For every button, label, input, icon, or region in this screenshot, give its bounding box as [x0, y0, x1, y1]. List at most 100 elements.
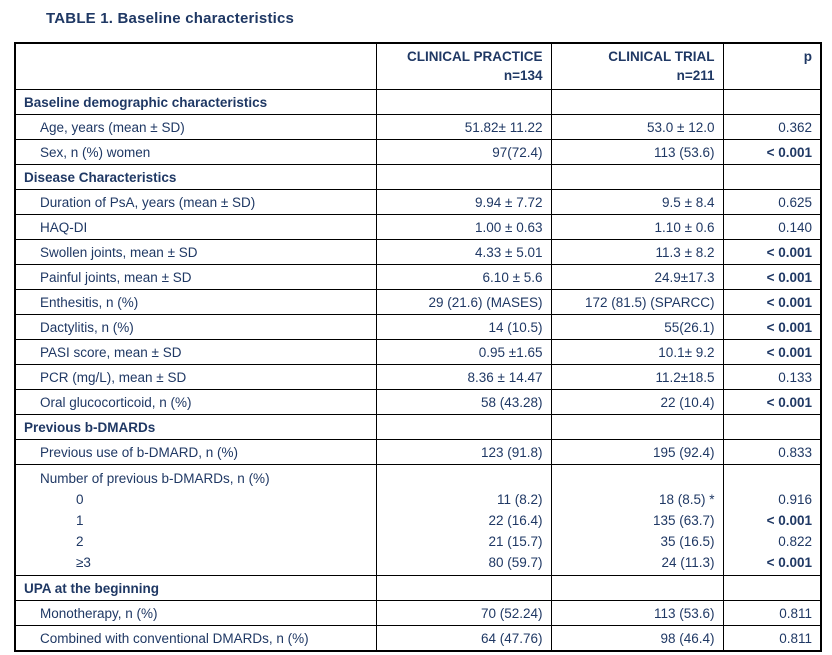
- table-body: Baseline demographic characteristics Age,…: [14, 88, 822, 651]
- table-row: HAQ-DI 1.00 ± 0.63 1.10 ± 0.6 0.140: [14, 213, 822, 240]
- section-label: Disease Characteristics: [14, 163, 377, 190]
- table-row: Swollen joints, mean ± SD 4.33 ± 5.01 11.3…: [14, 238, 822, 265]
- table-row: Enthesitis, n (%) 29 (21.6) (MASES) 172 (8…: [14, 288, 822, 315]
- section-row: Disease Characteristics: [14, 163, 822, 190]
- clinical-trial-value: 98 (46.4): [550, 624, 724, 651]
- clinical-practice-value: 11 (8.2): [496, 491, 543, 507]
- row-label: Enthesitis, n (%): [14, 288, 377, 315]
- clinical-trial-value: 172 (81.5) (SPARCC): [550, 288, 724, 315]
- table-row: Monotherapy, n (%) 70 (52.24) 113 (53.6) 0.…: [14, 599, 822, 626]
- row-label: Previous use of b-DMARD, n (%): [14, 438, 377, 465]
- row-label: PASI score, mean ± SD: [14, 338, 377, 365]
- section-label: UPA at the beginning: [14, 574, 377, 601]
- clinical-practice-value: 70 (52.24): [375, 599, 552, 626]
- table-row: Combined with conventional DMARDs, n (%)…: [14, 624, 822, 651]
- empty-cell: [550, 574, 724, 601]
- table-row: Sex, n (%) women 97(72.4) 113 (53.6) < 0.00…: [14, 138, 822, 165]
- header-clinical-practice-label: CLINICAL PRACTICE: [406, 49, 543, 64]
- p-value: 0.625: [722, 188, 822, 215]
- header-row: CLINICAL PRACTICE n=134 CLINICAL TRIAL n…: [14, 42, 822, 90]
- sub-row-label: 0: [76, 491, 84, 507]
- header-p-label: p: [803, 49, 812, 64]
- p-value: < 0.001: [722, 388, 822, 415]
- section-row: UPA at the beginning: [14, 574, 822, 601]
- empty-cell: [375, 574, 552, 601]
- empty-cell: [375, 413, 552, 440]
- section-label: Previous b-DMARDs: [14, 413, 377, 440]
- section-row: Previous b-DMARDs: [14, 413, 822, 440]
- clinical-practice-value: 80 (59.7): [488, 554, 543, 570]
- clinical-trial-value: 24.9±17.3: [550, 263, 724, 290]
- sub-row-label: ≥3: [76, 554, 91, 570]
- clinical-trial-value: 22 (10.4): [550, 388, 724, 415]
- table-header: CLINICAL PRACTICE n=134 CLINICAL TRIAL n…: [14, 42, 822, 90]
- clinical-practice-value: 4.33 ± 5.01: [375, 238, 552, 265]
- header-empty-cell: [14, 42, 377, 90]
- clinical-practice-value: 29 (21.6) (MASES): [375, 288, 552, 315]
- clinical-trial-value: 113 (53.6): [550, 138, 724, 165]
- table-row: Previous use of b-DMARD, n (%) 123 (91.8)…: [14, 438, 822, 465]
- clinical-practice-value: 58 (43.28): [375, 388, 552, 415]
- table-row: Oral glucocorticoid, n (%) 58 (43.28) 22 (…: [14, 388, 822, 415]
- p-value: < 0.001: [766, 554, 812, 570]
- clinical-trial-value: 135 (63.7): [652, 512, 715, 528]
- clinical-trial-value: 24 (11.3): [661, 554, 715, 570]
- table-row: Dactylitis, n (%) 14 (10.5) 55(26.1) < 0.00…: [14, 313, 822, 340]
- empty-cell: [722, 574, 822, 601]
- row-label: Dactylitis, n (%): [14, 313, 377, 340]
- table-row: Number of previous b-DMARDs, n (%) 0 1 2 ≥3 …: [14, 463, 822, 576]
- header-clinical-practice-n: n=134: [503, 68, 543, 83]
- empty-cell: [550, 413, 724, 440]
- table-row: Painful joints, mean ± SD 6.10 ± 5.6 24.9±…: [14, 263, 822, 290]
- header-clinical-trial-n: n=211: [676, 68, 715, 83]
- clinical-trial-value: 9.5 ± 8.4: [550, 188, 724, 215]
- clinical-practice-value: 6.10 ± 5.6: [375, 263, 552, 290]
- header-p: p: [722, 42, 822, 90]
- row-label: Combined with conventional DMARDs, n (%): [14, 624, 377, 651]
- p-value: < 0.001: [766, 512, 812, 528]
- row-label: Painful joints, mean ± SD: [14, 263, 377, 290]
- clinical-trial-value: 10.1± 9.2: [550, 338, 724, 365]
- clinical-trial-value: 1.10 ± 0.6: [550, 213, 724, 240]
- clinical-practice-value: 97(72.4): [375, 138, 552, 165]
- header-clinical-trial-label: CLINICAL TRIAL: [608, 49, 715, 64]
- p-value: < 0.001: [722, 263, 822, 290]
- clinical-trial-value: 53.0 ± 12.0: [550, 113, 724, 140]
- empty-cell: [550, 163, 724, 190]
- clinical-practice-values-cell: 11 (8.2) 22 (16.4) 21 (15.7) 80 (59.7): [375, 463, 552, 576]
- spacer: [724, 468, 821, 489]
- p-value: 0.833: [722, 438, 822, 465]
- header-clinical-practice: CLINICAL PRACTICE n=134: [375, 42, 552, 90]
- table-row: PASI score, mean ± SD 0.95 ±1.65 10.1± 9.2…: [14, 338, 822, 365]
- clinical-trial-value: 35 (16.5): [660, 533, 715, 549]
- empty-cell: [375, 163, 552, 190]
- spacer: [552, 468, 723, 489]
- group-label-cell: Number of previous b-DMARDs, n (%) 0 1 2 ≥3: [14, 463, 377, 576]
- clinical-trial-value: 18 (8.5) *: [658, 491, 715, 507]
- section-label: Baseline demographic characteristics: [14, 88, 377, 115]
- clinical-trial-value: 113 (53.6): [550, 599, 724, 626]
- clinical-trial-value: 11.2±18.5: [550, 363, 724, 390]
- table-row: Duration of PsA, years (mean ± SD) 9.94 ±…: [14, 188, 822, 215]
- row-label: HAQ-DI: [14, 213, 377, 240]
- clinical-trial-value: 195 (92.4): [550, 438, 724, 465]
- p-value: < 0.001: [722, 338, 822, 365]
- empty-cell: [375, 88, 552, 115]
- clinical-practice-value: 64 (47.76): [375, 624, 552, 651]
- row-label: Swollen joints, mean ± SD: [14, 238, 377, 265]
- clinical-trial-value: 11.3 ± 8.2: [550, 238, 724, 265]
- clinical-trial-value: 55(26.1): [550, 313, 724, 340]
- p-value: < 0.001: [722, 313, 822, 340]
- p-value: 0.822: [778, 533, 812, 549]
- p-value: < 0.001: [722, 138, 822, 165]
- p-values-cell: 0.916 < 0.001 0.822 < 0.001: [722, 463, 822, 576]
- clinical-practice-value: 1.00 ± 0.63: [375, 213, 552, 240]
- p-value: < 0.001: [722, 288, 822, 315]
- empty-cell: [722, 163, 822, 190]
- row-label: Oral glucocorticoid, n (%): [14, 388, 377, 415]
- empty-cell: [550, 88, 724, 115]
- group-label: Number of previous b-DMARDs, n (%): [40, 470, 270, 486]
- section-row: Baseline demographic characteristics: [14, 88, 822, 115]
- table-row: PCR (mg/L), mean ± SD 8.36 ± 14.47 11.2±18…: [14, 363, 822, 390]
- sub-row-label: 1: [76, 512, 84, 528]
